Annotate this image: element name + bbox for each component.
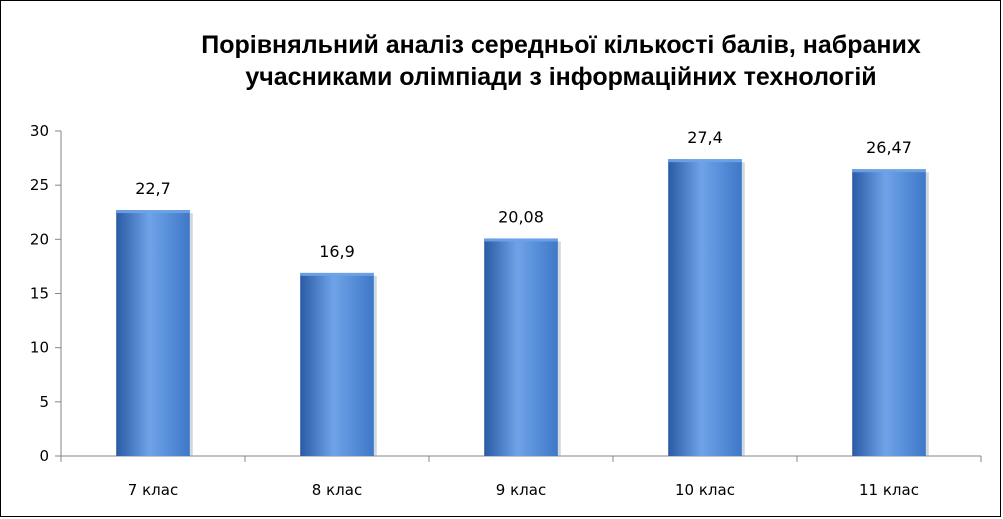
bar-top-highlight: [852, 169, 926, 173]
x-tick-label: 10 клас: [675, 481, 735, 499]
bar-top-highlight: [116, 210, 190, 214]
x-tick-label: 7 клас: [128, 481, 178, 499]
bar-top-highlight: [300, 272, 374, 276]
data-labels: 22,7 16,9 20,08 27,4 26,47: [135, 128, 912, 261]
bar-top-highlight: [668, 159, 742, 163]
x-tick-label: 9 клас: [496, 481, 546, 499]
y-tick-label: 5: [39, 393, 49, 411]
bars: [116, 159, 929, 456]
data-label: 16,9: [319, 242, 355, 261]
x-tick-label: 8 клас: [312, 481, 362, 499]
data-label: 26,47: [866, 138, 912, 157]
y-tick-label: 20: [30, 230, 49, 248]
chart-title-line-1: Порівняльний аналіз середньої кількості …: [201, 31, 921, 59]
y-tick-label: 25: [30, 176, 49, 194]
chart-title-line-2: учасниками олімпіади з інформаційних тех…: [245, 63, 876, 91]
data-label: 20,08: [498, 207, 544, 226]
y-axis: 0 5 10 15 20 25 30: [30, 122, 62, 465]
bar: [300, 272, 374, 456]
y-tick-label: 15: [30, 285, 49, 303]
bar: [668, 159, 742, 456]
y-tick-label: 0: [39, 447, 49, 465]
bar: [484, 238, 558, 456]
bar-top-highlight: [484, 238, 558, 242]
data-label: 22,7: [135, 179, 171, 198]
bar: [852, 169, 926, 456]
data-label: 27,4: [687, 128, 723, 147]
y-tick-label: 10: [30, 339, 49, 357]
x-tick-label: 11 клас: [859, 481, 919, 499]
x-axis: 7 клас 8 клас 9 клас 10 клас 11 клас: [60, 455, 982, 499]
bar: [116, 210, 190, 456]
y-tick-label: 30: [30, 122, 49, 140]
